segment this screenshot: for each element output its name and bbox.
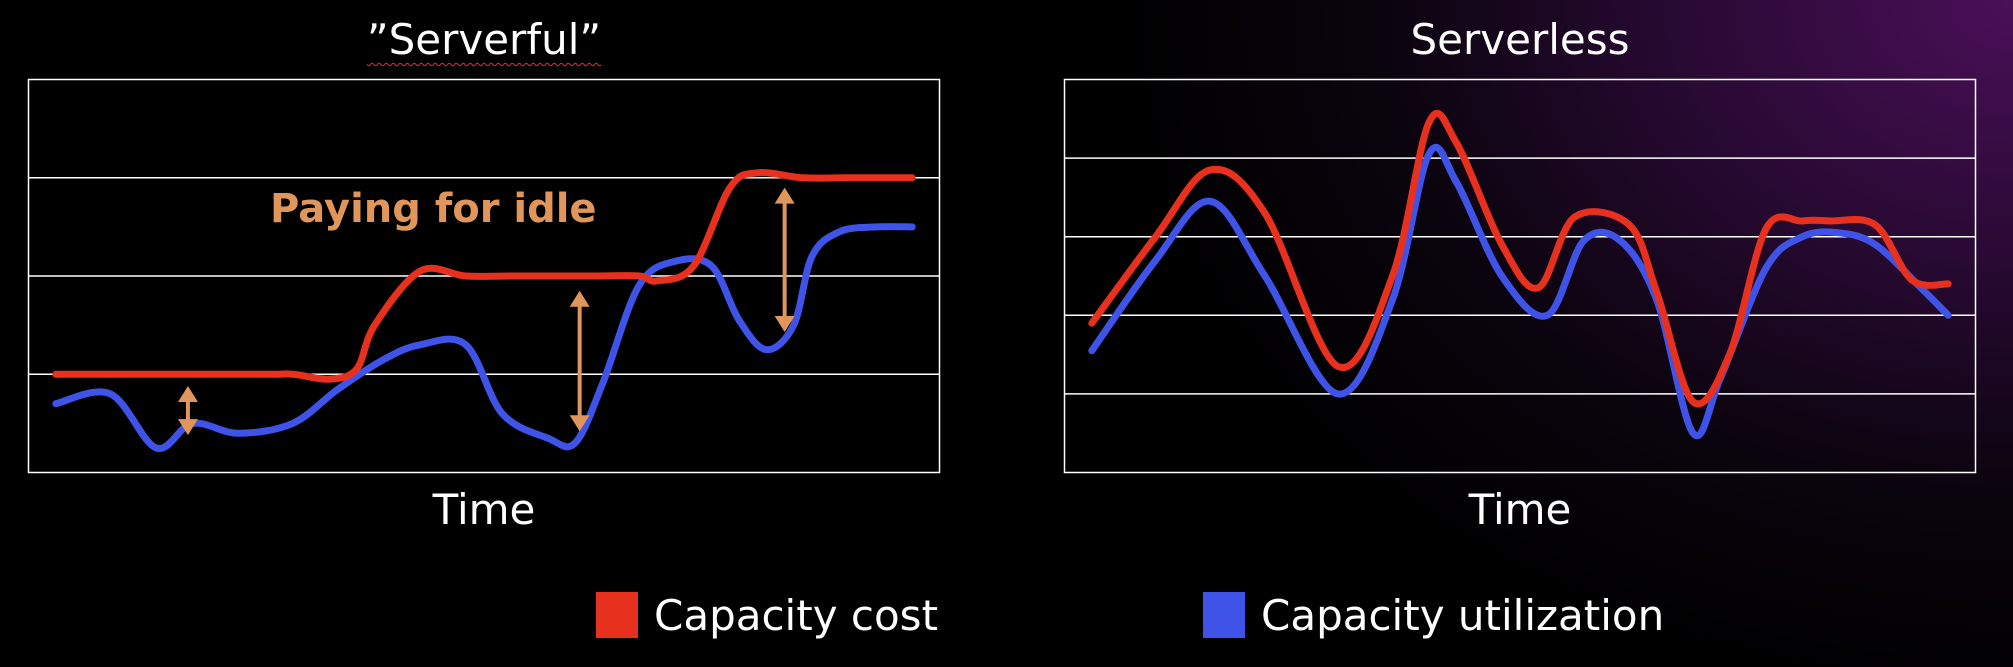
chart-title-serverless: Serverless xyxy=(1410,15,1630,64)
serverless-chart xyxy=(1063,78,1977,474)
serverful-series-capacity-utilization xyxy=(52,223,916,452)
legend-swatch-cost xyxy=(596,592,638,638)
serverless-series-capacity-utilization xyxy=(1088,143,1952,440)
serverful-series-capacity-cost xyxy=(52,169,916,383)
legend-swatch-utilization xyxy=(1203,592,1245,638)
legend-label-cost: Capacity cost xyxy=(654,590,939,640)
serverful-chart xyxy=(27,78,941,474)
legend-item-capacity-utilization: Capacity utilization xyxy=(1203,588,1664,642)
serverless-series-capacity-cost xyxy=(1088,109,1952,408)
chart-title-text: ”Serverful” xyxy=(366,15,602,64)
serverful-idle-arrow-2 xyxy=(569,290,590,432)
serverful-idle-arrow-3 xyxy=(774,187,795,333)
chart-title-serverful: ”Serverful” xyxy=(27,10,941,70)
paying-for-idle-annotation: Paying for idle xyxy=(270,186,597,232)
serverful-plot-frame xyxy=(27,78,941,474)
serverful-idle-arrow-1 xyxy=(177,386,198,436)
serverless-plot-frame xyxy=(1063,78,1977,474)
x-axis-label-serverless: Time xyxy=(1468,485,1572,534)
x-axis-label-serverful: Time xyxy=(432,485,536,534)
legend-item-capacity-cost: Capacity cost xyxy=(596,588,938,642)
legend-label-utilization: Capacity utilization xyxy=(1261,590,1665,640)
